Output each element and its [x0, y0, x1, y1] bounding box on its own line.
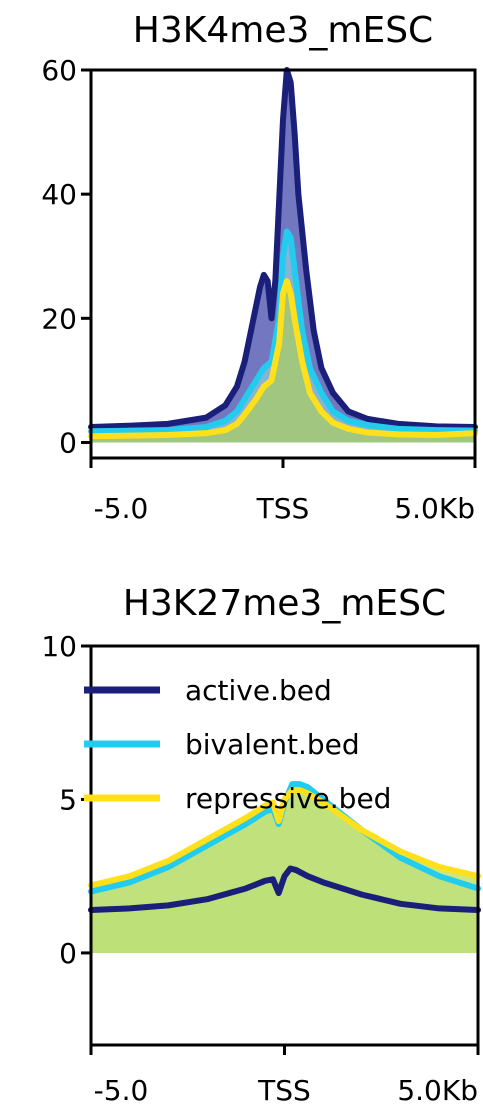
- y-tick-label: 10: [41, 630, 77, 663]
- chart-title: H3K4me3_mESC: [133, 10, 433, 51]
- x-tick-label: 5.0Kb: [394, 492, 475, 525]
- legend-label: active.bed: [185, 674, 332, 707]
- x-tick-label: -5.0: [94, 492, 149, 525]
- x-tick-label: 5.0Kb: [397, 1074, 478, 1107]
- series-line-2: [88, 787, 481, 889]
- series-line-1: [88, 228, 478, 435]
- chart-title: H3K27me3_mESC: [123, 583, 446, 624]
- x-tick-label: -5.0: [94, 1074, 149, 1107]
- series-area-2: [91, 281, 475, 443]
- x-tick-label: TSS: [256, 492, 310, 525]
- y-tick-label: 60: [41, 54, 77, 87]
- legend-label: repressive.bed: [185, 782, 391, 815]
- legend-label: bivalent.bed: [185, 728, 360, 761]
- series-line-0: [88, 67, 478, 430]
- y-tick-label: 0: [59, 426, 77, 459]
- y-tick-label: 0: [59, 937, 77, 970]
- x-tick-label: TSS: [257, 1074, 311, 1107]
- series-line-0: [88, 865, 481, 913]
- y-tick-label: 5: [59, 783, 77, 816]
- series-line-2: [88, 278, 478, 440]
- y-tick-label: 40: [41, 178, 77, 211]
- y-tick-label: 20: [41, 302, 77, 335]
